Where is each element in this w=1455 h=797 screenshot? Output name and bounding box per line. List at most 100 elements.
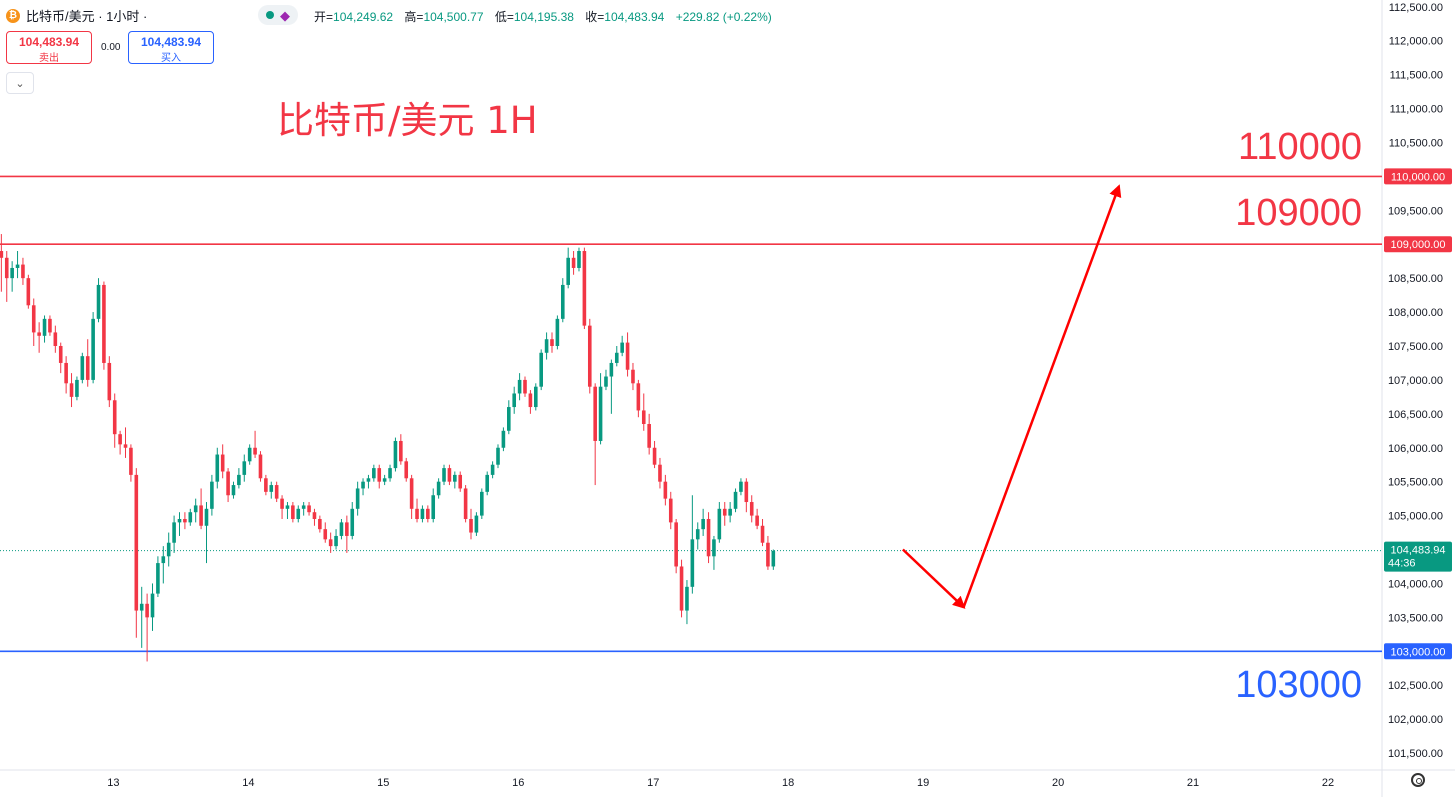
candle-body <box>21 264 25 279</box>
spread-value: 0.00 <box>101 42 121 53</box>
candle-body <box>766 542 770 567</box>
y-tick-label: 106,500.00 <box>1388 409 1443 421</box>
y-tick-label: 105,000.00 <box>1388 511 1443 523</box>
y-tick-label: 106,000.00 <box>1388 443 1443 455</box>
candle-body <box>717 508 722 540</box>
level-label-bg <box>1384 236 1452 253</box>
candle-body <box>679 566 684 611</box>
candle-body <box>507 407 511 431</box>
candle-body <box>280 498 284 509</box>
y-tick-label: 105,500.00 <box>1388 477 1443 489</box>
candle-body <box>582 251 587 326</box>
candle-body <box>652 447 657 465</box>
candle-body <box>604 376 608 387</box>
ohlc-high: 104,500.77 <box>423 10 484 24</box>
candle-body <box>566 257 570 285</box>
candle-body <box>517 379 522 394</box>
level-label-bg <box>1384 643 1452 660</box>
candle-body <box>48 318 52 333</box>
candle-body <box>129 447 133 475</box>
level-label-bg <box>1384 168 1452 185</box>
candle-body <box>523 379 527 394</box>
candle-body <box>496 447 500 465</box>
candle-body <box>420 508 425 519</box>
candle-body <box>26 278 31 306</box>
candle-body <box>31 305 36 333</box>
candle-body <box>701 518 705 530</box>
candle-body <box>404 461 409 479</box>
candle-body <box>372 468 376 479</box>
candle-body <box>96 284 101 319</box>
indicator-toggle[interactable]: ◆ <box>258 5 298 25</box>
ohlc-close: 104,483.94 <box>604 10 665 24</box>
candle-body <box>577 251 581 268</box>
candle-body <box>42 318 47 336</box>
candle-body <box>242 461 247 475</box>
candle-body <box>161 556 166 564</box>
candle-body <box>112 400 117 435</box>
x-tick-label: 22 <box>1322 777 1334 789</box>
candle-body <box>301 505 306 509</box>
candle-body <box>631 369 635 384</box>
symbol-title: 比特币/美元 · 1小时 · <box>26 9 148 24</box>
x-tick-label: 14 <box>242 777 254 789</box>
level-label: 110,000.00 <box>1391 171 1445 183</box>
candle-body <box>328 539 333 547</box>
symbol-header[interactable]: ₿ 比特币/美元 · 1小时 · <box>6 6 147 25</box>
current-price-bg <box>1384 541 1452 572</box>
x-tick-label: 18 <box>782 777 794 789</box>
candle-body <box>501 430 506 448</box>
candle-body <box>355 488 360 509</box>
candle-body <box>647 424 651 448</box>
x-tick-label: 15 <box>377 777 389 789</box>
share-icon: ◆ <box>280 7 290 23</box>
level-annotation: 103000 <box>1235 664 1362 706</box>
candle-body <box>291 505 295 519</box>
candle-body <box>744 481 749 503</box>
candle-body <box>685 586 689 611</box>
y-tick-label: 103,500.00 <box>1388 612 1443 624</box>
settings-icon[interactable] <box>1411 773 1425 787</box>
buy-button[interactable]: 104,483.94 买入 <box>128 31 214 64</box>
x-tick-label: 21 <box>1187 777 1199 789</box>
candle-body <box>258 454 263 479</box>
candle-body <box>247 447 252 462</box>
candle-body <box>485 474 490 492</box>
candle-body <box>145 603 149 618</box>
candle-body <box>609 362 614 377</box>
candle-body <box>323 529 328 540</box>
projection-arrow-up <box>962 184 1122 608</box>
candle-body <box>366 478 371 482</box>
sell-button[interactable]: 104,483.94 卖出 <box>6 31 92 64</box>
candle-body <box>80 356 85 380</box>
candle-body <box>150 593 155 618</box>
ohlc-low: 104,195.38 <box>513 10 574 24</box>
candle-body <box>377 468 382 482</box>
candle-body <box>663 481 668 499</box>
candle-body <box>285 505 290 509</box>
candle-body <box>668 498 673 523</box>
candle-body <box>231 485 236 496</box>
candle-body <box>15 264 20 268</box>
candle-body <box>177 518 182 523</box>
candle-body <box>64 362 68 384</box>
candle-body <box>695 529 700 540</box>
candle-body <box>739 481 743 492</box>
candle-body <box>237 474 241 486</box>
sell-label: 卖出 <box>39 53 59 64</box>
candle-body <box>415 508 419 519</box>
x-tick-label: 17 <box>647 777 659 789</box>
candle-body <box>528 393 533 408</box>
candle-body <box>296 508 301 519</box>
candle-body <box>512 393 517 408</box>
candle-body <box>53 332 58 346</box>
candle-body <box>0 251 4 258</box>
candle-body <box>490 464 495 475</box>
collapse-button[interactable]: ⌄ <box>6 72 34 94</box>
candle-body <box>204 508 209 526</box>
ohlc-change: +229.82 (+0.22%) <box>675 10 772 24</box>
sell-price: 104,483.94 <box>18 35 80 49</box>
candle-body <box>139 603 144 611</box>
candle-body <box>334 535 338 547</box>
